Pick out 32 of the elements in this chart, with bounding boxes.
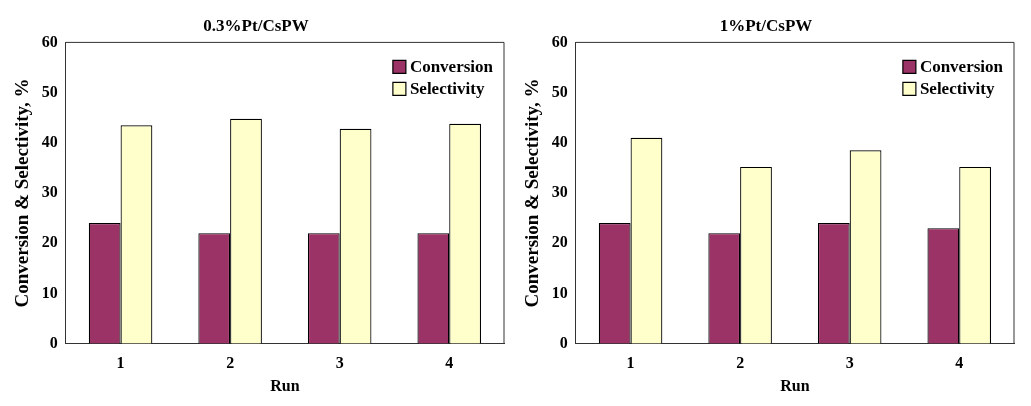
y-tick-label: 20 xyxy=(551,233,568,251)
legend-label: Conversion xyxy=(919,56,1004,76)
x-tick-label: 2 xyxy=(736,354,745,372)
legend-label: Conversion xyxy=(409,56,494,76)
y-tick-label: 30 xyxy=(41,183,58,201)
x-tick-label: 1 xyxy=(626,354,635,372)
y-tick-label: 0 xyxy=(49,333,58,351)
y-tick-label: 40 xyxy=(41,132,58,150)
legend-label: Selectivity xyxy=(409,78,485,98)
y-tick-label: 0 xyxy=(559,333,568,351)
y-tick-label: 50 xyxy=(41,82,58,100)
x-tick-label: 4 xyxy=(955,354,964,372)
y-tick-label: 30 xyxy=(551,183,568,201)
chart-title: 0.3%Pt/CsPW xyxy=(203,15,309,35)
y-tick-label: 60 xyxy=(551,32,568,50)
y-tick-label: 20 xyxy=(41,233,58,251)
x-tick-label: 3 xyxy=(845,354,854,372)
x-axis-title: Run xyxy=(780,376,810,394)
y-tick-label: 60 xyxy=(41,32,58,50)
x-tick-label: 3 xyxy=(335,354,344,372)
y-axis-title: Conversion & Selectivity, % xyxy=(521,78,543,308)
x-axis-title: Run xyxy=(270,376,300,394)
legend-label: Selectivity xyxy=(919,78,995,98)
x-tick-label: 1 xyxy=(116,354,125,372)
y-tick-label: 10 xyxy=(41,283,58,301)
y-tick-label: 50 xyxy=(551,82,568,100)
y-axis-title: Conversion & Selectivity, % xyxy=(11,78,33,308)
y-tick-label: 40 xyxy=(551,132,568,150)
x-tick-label: 4 xyxy=(445,354,454,372)
y-tick-label: 10 xyxy=(551,283,568,301)
chart-title: 1%Pt/CsPW xyxy=(719,15,813,35)
x-tick-label: 2 xyxy=(226,354,235,372)
